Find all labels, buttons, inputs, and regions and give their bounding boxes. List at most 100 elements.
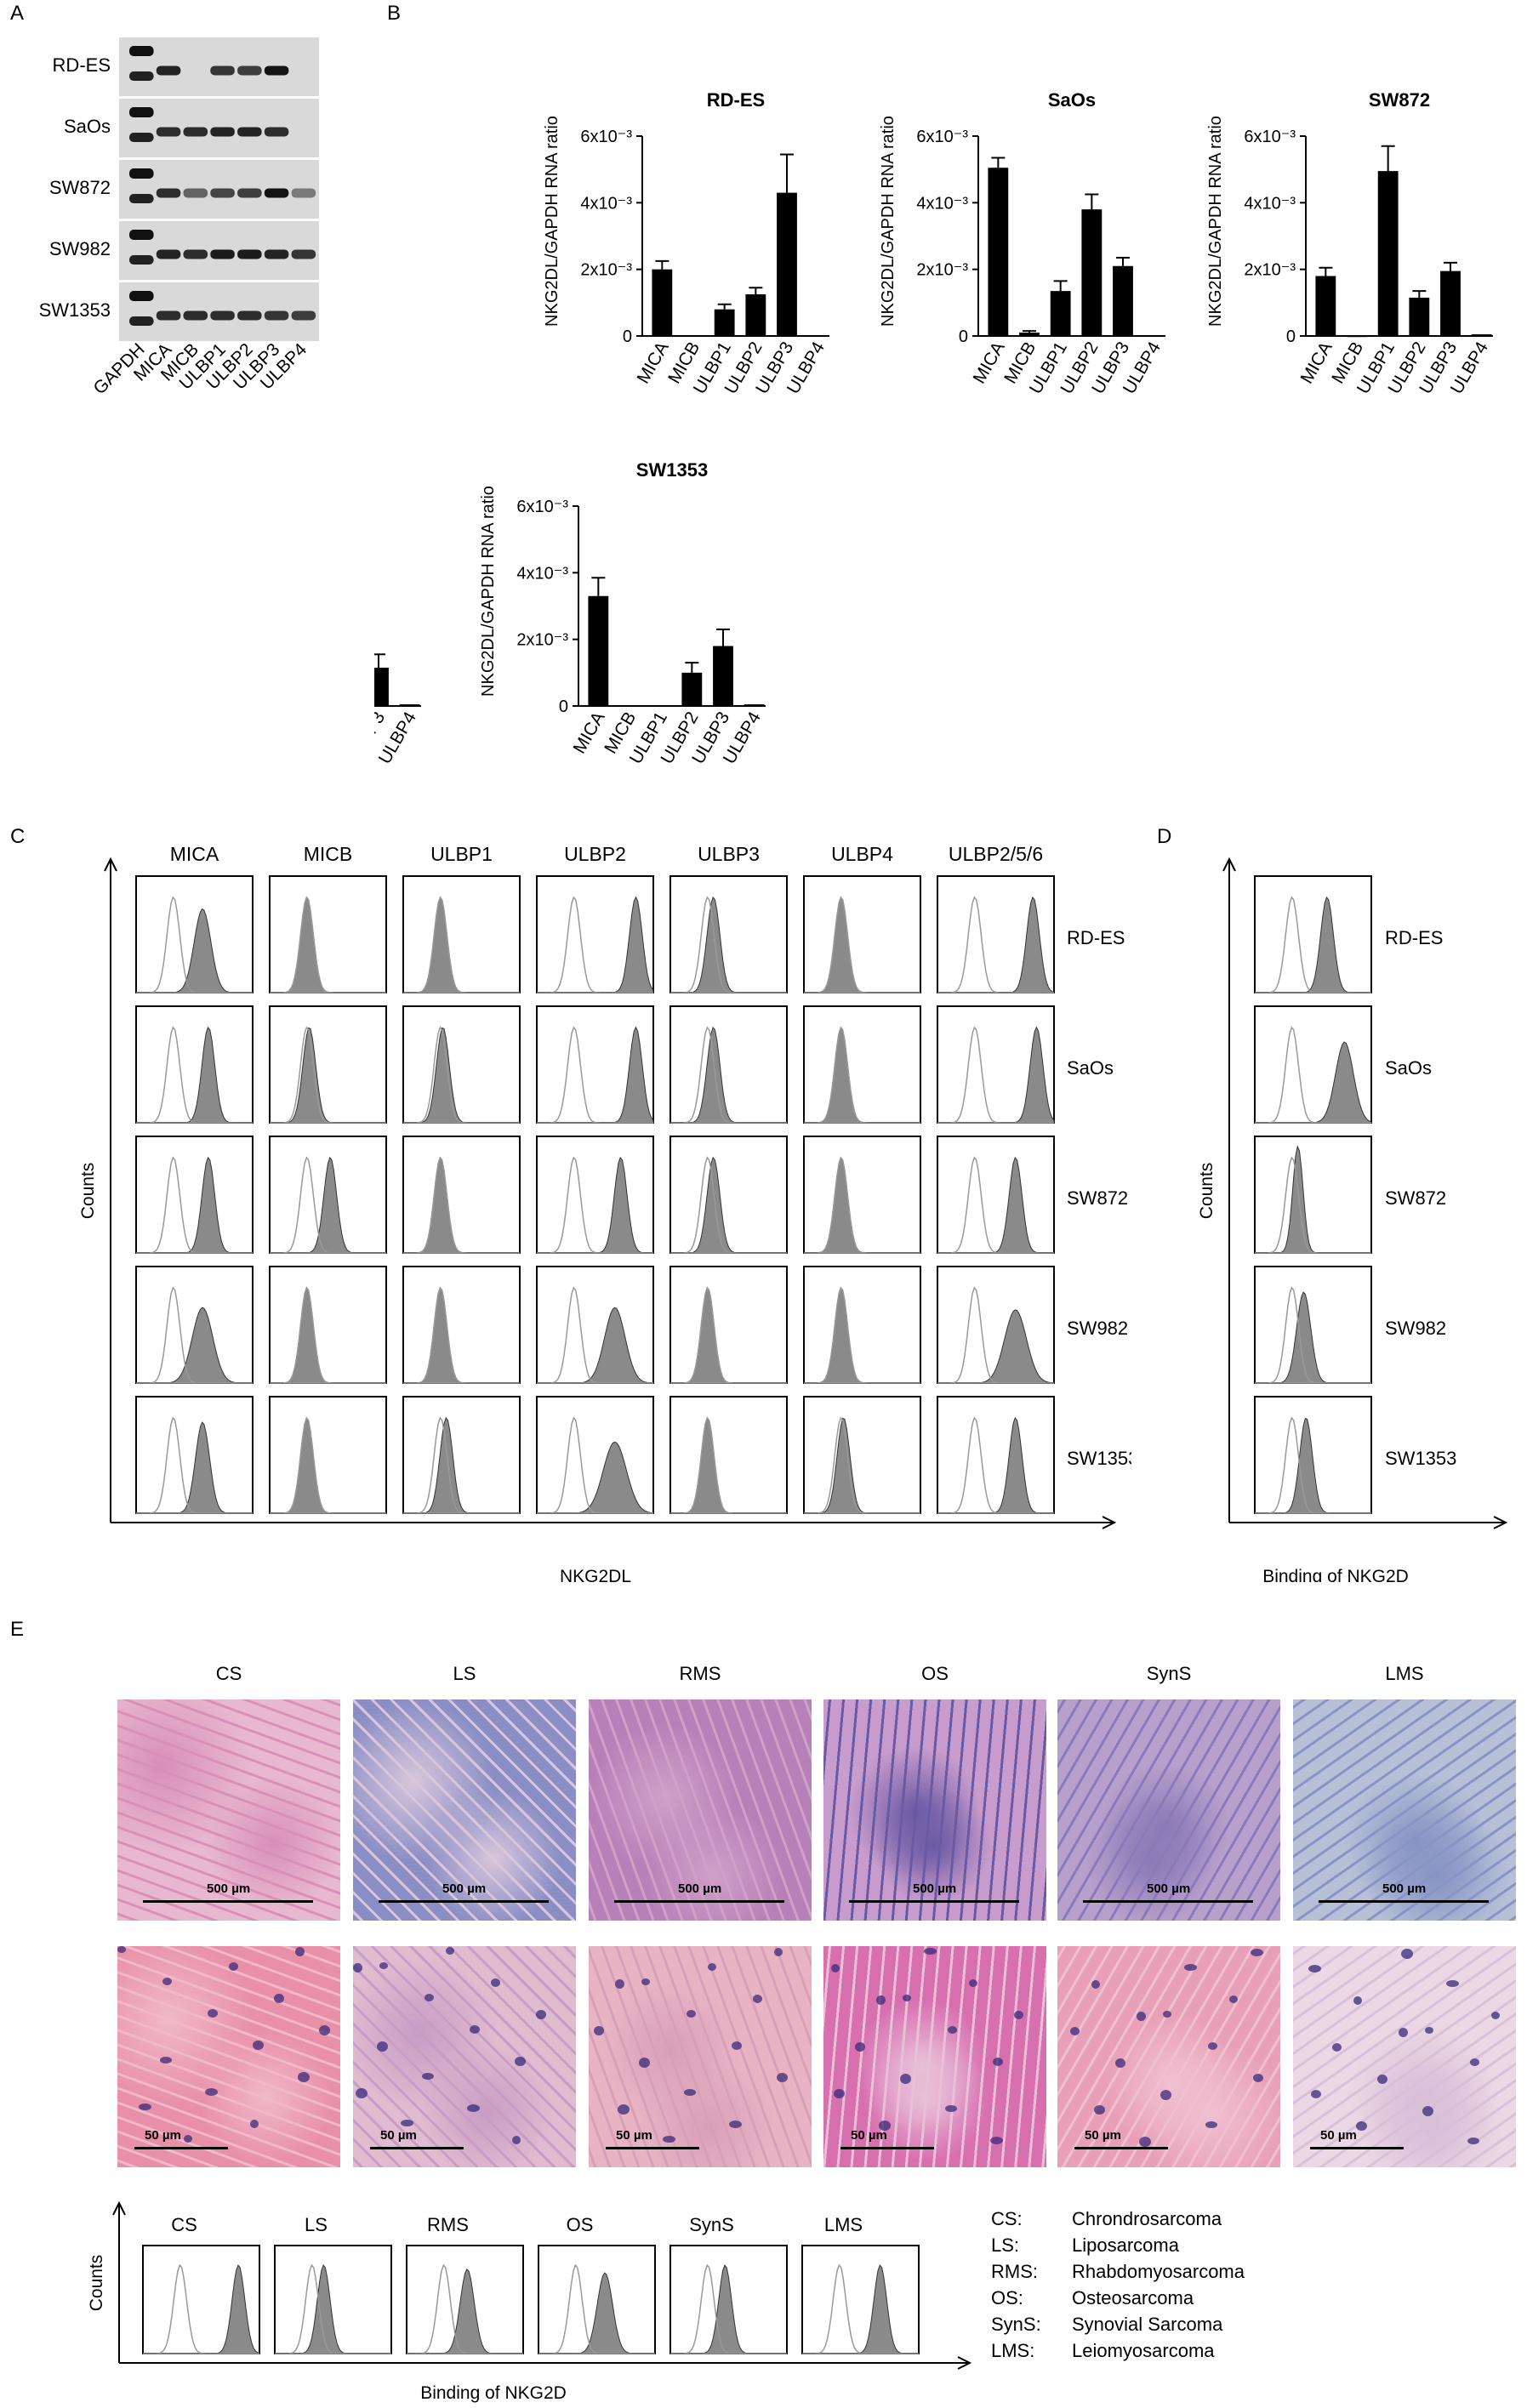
histogram-frame xyxy=(669,1136,788,1254)
gel-band xyxy=(156,188,181,198)
nucleus xyxy=(379,1962,388,1969)
histogram-label: CS xyxy=(171,2214,197,2235)
histogram-frame xyxy=(269,1005,387,1124)
nucleus xyxy=(687,2010,696,2018)
histogram-frame xyxy=(1254,875,1372,993)
histogram-frame xyxy=(669,1266,788,1384)
nucleus xyxy=(834,2089,845,2098)
nucleus xyxy=(990,2137,1003,2144)
histogram-label: RMS xyxy=(427,2214,469,2235)
nucleus xyxy=(729,2121,742,2128)
isotype-histogram xyxy=(937,1286,1054,1384)
gel-band xyxy=(237,249,262,259)
histogram-frame xyxy=(269,1266,387,1384)
nucleus xyxy=(1332,2043,1342,2052)
histology-image-low-mag: 500 µm xyxy=(589,1699,812,1921)
histology-image-low-mag: 500 µm xyxy=(1293,1699,1516,1921)
nucleus xyxy=(295,1947,305,1956)
isotype-histogram xyxy=(403,1416,520,1514)
bar xyxy=(1440,270,1461,336)
nucleus xyxy=(424,1994,434,2001)
isotype-histogram xyxy=(136,1156,253,1254)
isotype-histogram xyxy=(1255,1286,1371,1384)
histology-label: LS xyxy=(453,1663,476,1684)
column-header: MICB xyxy=(304,843,353,865)
nucleus xyxy=(139,2103,151,2110)
nucleus xyxy=(948,2026,957,2034)
nucleus xyxy=(1137,2012,1146,2021)
nucleus xyxy=(639,2058,650,2068)
scale-bar-label: 50 µm xyxy=(1320,2128,1357,2143)
abbreviation-meaning: Rhabdomyosarcoma xyxy=(1072,2261,1245,2282)
nucleus xyxy=(732,2041,742,2050)
gel-band xyxy=(210,127,235,137)
y-tick-label: 4x10⁻³ xyxy=(916,194,968,213)
histology-label: RMS xyxy=(679,1663,721,1684)
nucleus xyxy=(924,1948,937,1955)
nucleus xyxy=(536,2010,546,2019)
nucleus xyxy=(903,1995,911,2001)
histology-image-low-mag: 500 µm xyxy=(353,1699,576,1921)
scale-bar-label: 50 µm xyxy=(616,2128,652,2143)
nucleus xyxy=(250,2120,259,2128)
nucleus xyxy=(274,1994,284,2003)
bar xyxy=(745,294,766,336)
isotype-histogram xyxy=(937,1416,1054,1514)
y-tick-label: 4x10⁻³ xyxy=(580,194,632,213)
histology-label: CS xyxy=(215,1663,242,1684)
isotype-histogram xyxy=(143,2263,259,2354)
nucleus xyxy=(708,1963,716,1971)
nucleus xyxy=(1251,1949,1263,1956)
row-label: SaOs xyxy=(1385,1057,1432,1079)
isotype-histogram xyxy=(537,1286,653,1384)
gel-band xyxy=(156,127,181,137)
isotype-histogram xyxy=(403,896,520,993)
nucleus xyxy=(1422,2106,1433,2116)
histogram-frame xyxy=(669,1396,788,1514)
scale-bar-label: 500 µm xyxy=(442,1881,487,1896)
scale-bar xyxy=(614,1900,784,1903)
nucleus xyxy=(1014,2011,1023,2019)
chart-title: SW1353 xyxy=(636,459,708,481)
isotype-histogram xyxy=(270,1416,386,1514)
nucleus xyxy=(401,2120,413,2126)
nucleus xyxy=(1160,2090,1171,2100)
histogram-label: LMS xyxy=(824,2214,863,2235)
isotype-histogram xyxy=(670,1416,787,1514)
bar xyxy=(1315,276,1336,336)
histology-image-high-mag: 50 µm xyxy=(117,1946,340,2167)
rna-ratio-bar-charts: RD-ES NKG2DL/GAPDH RNA ratio 0 2x10⁻³ 4x10⁻³… xyxy=(374,89,1493,767)
nucleus xyxy=(1356,2121,1367,2131)
histogram-frame xyxy=(937,1136,1055,1254)
bar xyxy=(588,595,609,706)
nucleus xyxy=(205,2088,218,2096)
histogram-frame xyxy=(669,1005,788,1124)
nucleus xyxy=(491,1978,500,1987)
scale-bar-label: 500 µm xyxy=(1382,1881,1427,1896)
arrow-head xyxy=(1493,1516,1508,1529)
nucleus xyxy=(229,1962,238,1971)
isotype-histogram xyxy=(270,1286,386,1384)
gel-band xyxy=(156,249,181,259)
histogram-frame xyxy=(536,1136,654,1254)
y-tick-label: 4x10⁻³ xyxy=(1244,194,1296,213)
histogram-frame xyxy=(402,1396,521,1514)
y-axis-label: NKG2DL/GAPDH RNA ratio xyxy=(1206,116,1225,327)
isotype-histogram xyxy=(270,1156,386,1254)
column-header: ULBP2/5/6 xyxy=(949,843,1043,865)
chart-title: RD-ES xyxy=(707,89,765,111)
gel-band xyxy=(129,255,154,265)
isotype-histogram xyxy=(670,1286,787,1384)
histology-image-low-mag: 500 µm xyxy=(823,1699,1046,1921)
histogram-frame xyxy=(937,1396,1055,1514)
nucleus xyxy=(1115,2058,1125,2068)
y-tick-label: 2x10⁻³ xyxy=(516,631,568,650)
gel-band xyxy=(237,127,262,137)
gel-band xyxy=(129,46,154,56)
isotype-histogram xyxy=(937,1026,1054,1124)
nucleus xyxy=(1311,2090,1321,2098)
isotype-histogram xyxy=(275,2263,391,2354)
abbreviation: LMS: xyxy=(991,2340,1035,2361)
abbreviation-meaning: Liposarcoma xyxy=(1072,2234,1179,2256)
abbreviation: RMS: xyxy=(991,2261,1038,2282)
